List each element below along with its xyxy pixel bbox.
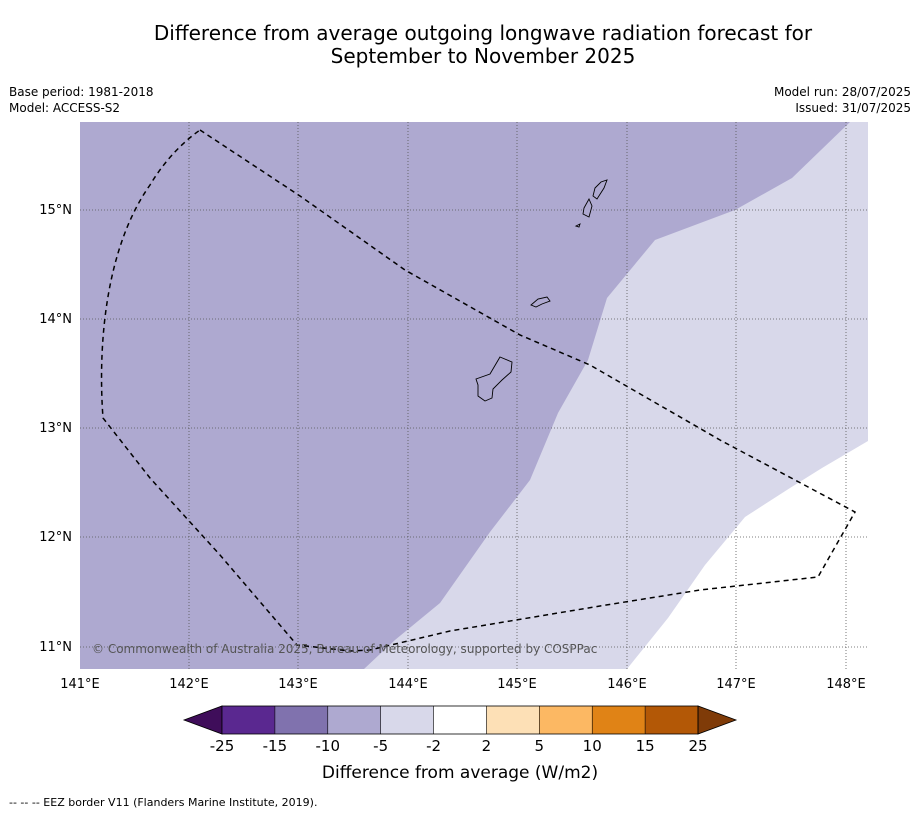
colorbar-segment <box>327 706 381 734</box>
colorbar-segment <box>380 706 434 734</box>
lat-label: 12°N <box>39 530 72 545</box>
colorbar-extend-low <box>182 705 223 735</box>
lat-label: 13°N <box>39 421 72 436</box>
issued-text: Issued: 31/07/2025 <box>795 101 911 115</box>
base-period-text: Base period: 1981-2018 <box>9 85 154 99</box>
model-run-text: Model run: 28/07/2025 <box>773 85 911 99</box>
colorbar-segment <box>486 706 540 734</box>
chart-title: Difference from average outgoing longwav… <box>0 22 919 68</box>
aguijan-outline <box>574 223 581 228</box>
colorbar-segment <box>645 706 698 734</box>
lon-label: 148°E <box>826 677 866 692</box>
lon-label: 143°E <box>278 677 318 692</box>
colorbar: -25 -15 -10 -5 -2 2 5 10 15 25 <box>182 705 738 755</box>
lat-label: 11°N <box>39 640 72 655</box>
colorbar-tick-label: -5 <box>373 737 388 755</box>
anomaly-band-medium <box>80 122 850 669</box>
saipan-outline <box>592 179 608 200</box>
island-outlines <box>475 179 608 402</box>
lon-label: 147°E <box>716 677 756 692</box>
tinian-outline <box>582 197 593 218</box>
copyright-text: © Commonwealth of Australia 2025, Bureau… <box>92 642 597 656</box>
model-text: Model: ACCESS-S2 <box>9 101 121 115</box>
colorbar-tick-label: -10 <box>316 737 341 755</box>
colorbar-title: Difference from average (W/m2) <box>322 763 598 783</box>
gridlines <box>80 122 868 669</box>
lon-label: 141°E <box>60 677 100 692</box>
eez-border <box>100 129 857 652</box>
lat-label: 15°N <box>39 203 72 218</box>
colorbar-segment <box>539 706 593 734</box>
colorbar-tick-label: -2 <box>426 737 441 755</box>
lon-label: 144°E <box>388 677 428 692</box>
lat-axis: 15°N 14°N 13°N 12°N 11°N <box>39 203 72 655</box>
colorbar-tick-label: 15 <box>636 737 655 755</box>
lon-label: 146°E <box>607 677 647 692</box>
colorbar-segment <box>433 706 487 734</box>
colorbar-tick-label: 2 <box>482 737 492 755</box>
title-line-1: Difference from average outgoing longwav… <box>153 21 813 45</box>
colorbar-tick-label: 25 <box>688 737 707 755</box>
lon-label: 145°E <box>497 677 537 692</box>
lon-axis: 141°E 142°E 143°E 144°E 145°E 146°E 147°… <box>60 677 866 692</box>
map-area: © Commonwealth of Australia 2025, Bureau… <box>80 122 868 669</box>
colorbar-tick-label: 5 <box>535 737 545 755</box>
colorbar-outline <box>221 705 699 735</box>
meta-left: Base period: 1981-2018 Model: ACCESS-S2 <box>9 84 154 116</box>
rota-outline <box>530 296 551 308</box>
title-line-2: September to November 2025 <box>330 44 636 68</box>
colorbar-extend-high <box>697 705 738 735</box>
meta-right: Model run: 28/07/2025 Issued: 31/07/2025 <box>774 84 911 116</box>
footnote: -- -- -- EEZ border V11 (Flanders Marine… <box>9 796 318 809</box>
colorbar-tick-label: -25 <box>210 737 235 755</box>
lat-label: 14°N <box>39 312 72 327</box>
guam-outline <box>475 356 513 402</box>
colorbar-tick-label: 10 <box>583 737 602 755</box>
lon-label: 142°E <box>169 677 209 692</box>
colorbar-segment <box>222 706 275 734</box>
colorbar-segment <box>274 706 328 734</box>
colorbar-segment <box>592 706 646 734</box>
colorbar-tick-label: -15 <box>263 737 288 755</box>
